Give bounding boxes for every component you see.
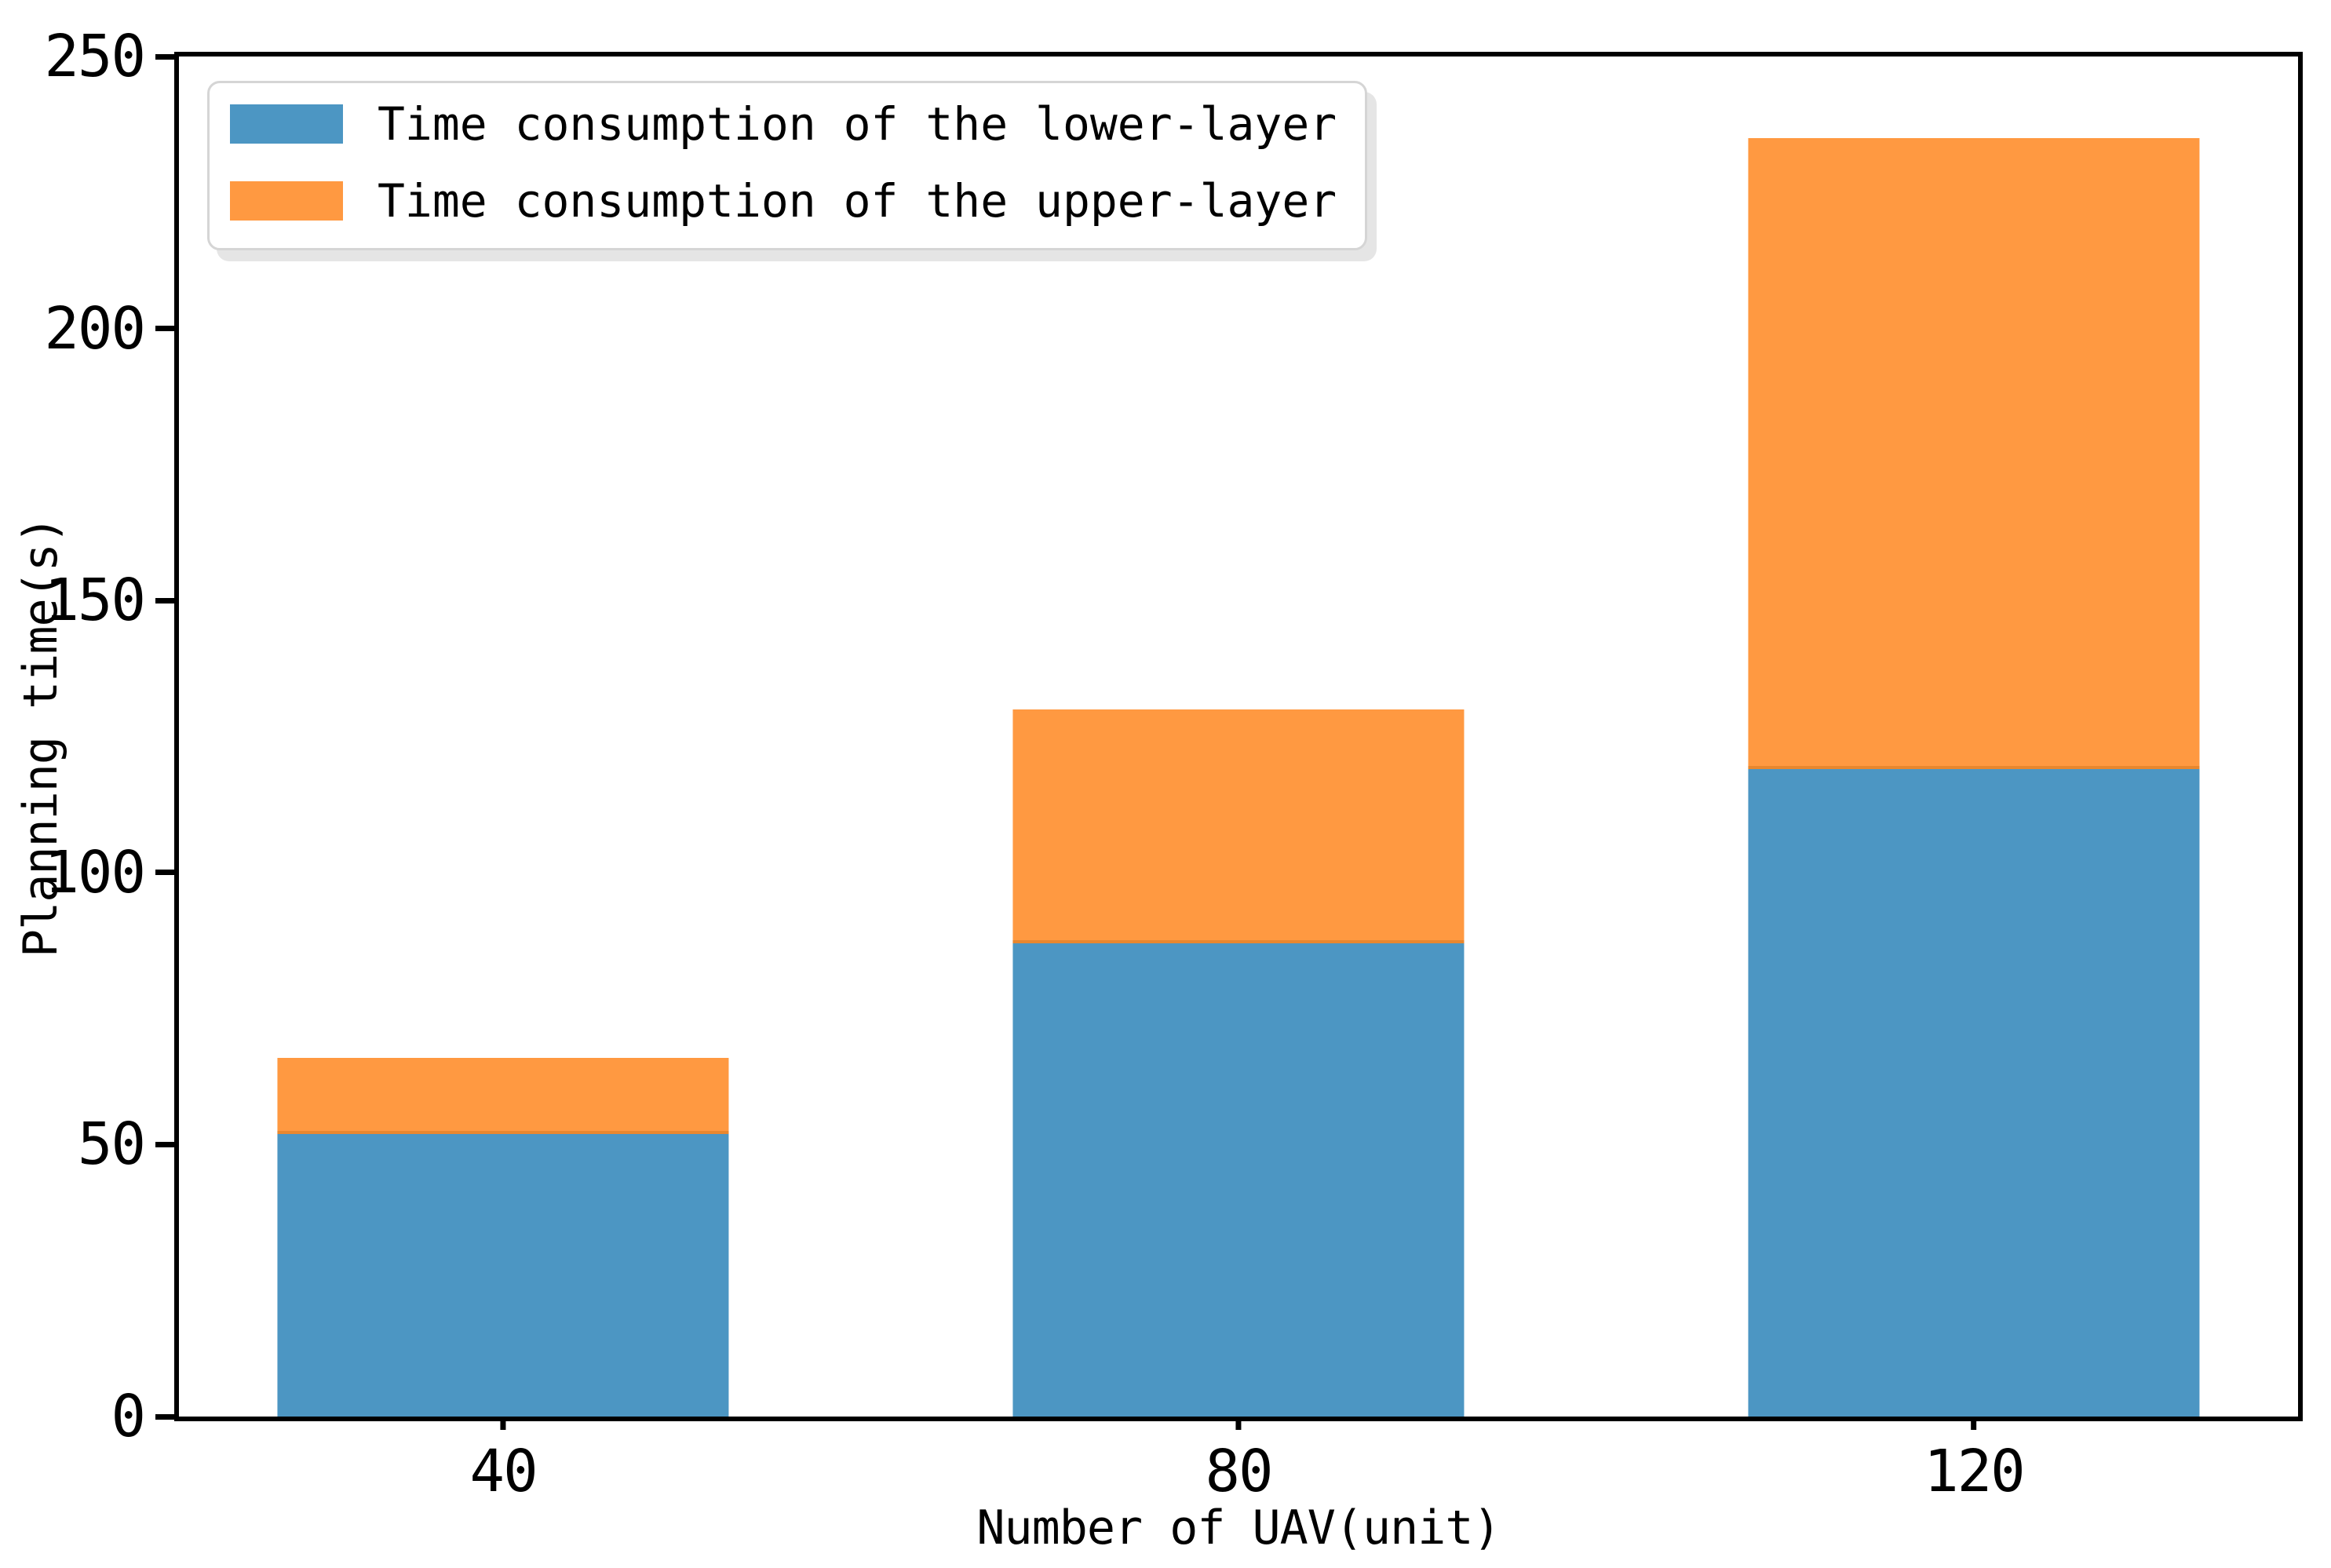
x-tick-120: 120 xyxy=(1924,1417,2026,1505)
bar-group-120 xyxy=(1748,57,2200,1417)
x-tick-40: 40 xyxy=(469,1417,538,1505)
legend-swatch-upper-layer xyxy=(230,181,343,221)
legend: Time consumption of the lower-layer Time … xyxy=(207,81,1367,250)
x-tick-mark xyxy=(1235,1417,1242,1430)
legend-row-upper-layer: Time consumption of the upper-layer xyxy=(230,173,1337,229)
legend-swatch-lower-layer xyxy=(230,104,343,144)
y-tick-100: 100 xyxy=(35,844,179,902)
legend-row-lower-layer: Time consumption of the lower-layer xyxy=(230,96,1337,152)
y-tick-label: 50 xyxy=(77,1110,146,1179)
x-tick-label: 80 xyxy=(1205,1438,1273,1505)
y-tick-label: 150 xyxy=(44,567,146,635)
x-tick-mark xyxy=(1971,1417,1977,1430)
legend-label-lower-layer: Time consumption of the lower-layer xyxy=(378,97,1337,151)
x-tick-80: 80 xyxy=(1205,1417,1274,1505)
legend-label-upper-layer: Time consumption of the upper-layer xyxy=(378,174,1337,228)
y-tick-50: 50 xyxy=(35,1115,179,1173)
y-tick-mark xyxy=(155,53,179,60)
bar-120-lower-segment xyxy=(1748,769,2200,1417)
y-tick-label: 200 xyxy=(44,294,146,363)
y-tick-150: 150 xyxy=(35,571,179,629)
bar-group-40 xyxy=(277,57,729,1417)
x-tick-label: 40 xyxy=(469,1438,538,1505)
bar-40-lower-segment xyxy=(277,1133,729,1417)
y-tick-mark xyxy=(155,326,179,332)
plot-area: Time consumption of the lower-layer Time … xyxy=(44,27,2303,1501)
y-tick-label: 0 xyxy=(111,1383,146,1450)
y-tick-label: 250 xyxy=(44,23,146,90)
y-tick-mark xyxy=(155,1141,179,1147)
y-tick-mark xyxy=(155,597,179,603)
y-tick-200: 200 xyxy=(35,300,179,358)
y-tick-mark xyxy=(155,1413,179,1420)
bar-80-lower-segment xyxy=(1012,943,1465,1417)
bar-120-upper-segment xyxy=(1748,137,2200,770)
y-tick-label: 100 xyxy=(44,838,146,906)
bar-group-80 xyxy=(1012,57,1465,1417)
bar-40-upper-segment xyxy=(277,1057,729,1134)
y-tick-250: 250 xyxy=(35,27,179,86)
x-axis-label: Number of UAV(unit) xyxy=(976,1501,1501,1555)
y-tick-0: 0 xyxy=(35,1387,179,1446)
bar-80-upper-segment xyxy=(1012,709,1465,943)
y-tick-mark xyxy=(155,870,179,876)
x-tick-label: 120 xyxy=(1924,1438,2026,1505)
x-tick-mark xyxy=(500,1417,506,1430)
